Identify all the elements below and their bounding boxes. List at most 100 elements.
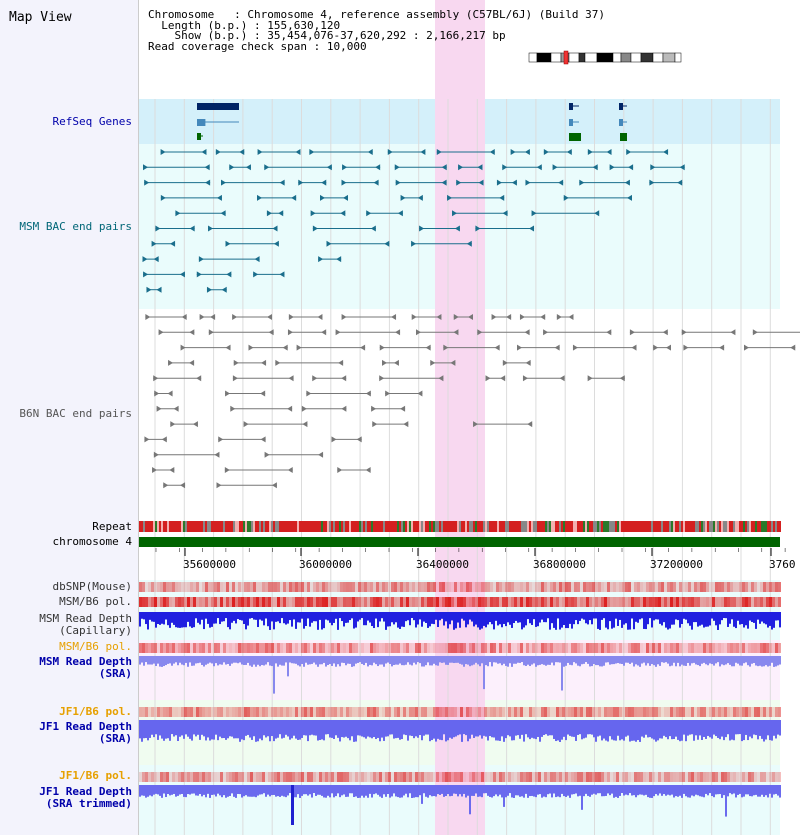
msm-capillary-depth-bar: [183, 612, 185, 628]
label-jf1-b6-pol-1[interactable]: JF1/B6 pol.: [59, 705, 132, 718]
repeat-segment: [397, 521, 399, 532]
msm-b6-pol-sra-cell: [508, 643, 511, 653]
jf1-b6-pol-trim-cell: [766, 772, 769, 782]
jf1-b6-pol-trim-cell: [400, 772, 403, 782]
msm-sra-depth-bar: [469, 656, 471, 667]
msm-sra-depth-bar: [419, 656, 421, 664]
repeat-segment: [183, 521, 185, 532]
axis-tick-label: 36400000: [416, 558, 469, 571]
repeat-segment: [295, 521, 297, 532]
label-dbsnp[interactable]: dbSNP(Mouse): [52, 580, 132, 593]
msm-sra-depth-bar: [187, 656, 189, 667]
msm-capillary-depth-bar: [331, 612, 333, 626]
jf1-sra-depth-bar: [639, 720, 641, 742]
msm-b6-pol-cell: [661, 597, 664, 607]
repeat-segment: [193, 521, 195, 532]
msm-sra-depth-bar: [475, 656, 477, 663]
msm-capillary-depth-bar: [251, 612, 253, 619]
label-b6n-bac-end-pairs[interactable]: B6N BAC end pairs: [19, 407, 132, 420]
msm-capillary-depth-bar: [267, 612, 269, 627]
jf1-sra-depth-bar: [437, 720, 439, 739]
msm-b6-pol-sra-cell: [544, 643, 547, 653]
msm-bac-pair: [502, 164, 542, 171]
msm-b6-pol-sra-cell: [238, 643, 241, 653]
label-chromosome: chromosome 4: [52, 535, 132, 548]
jf1-sra-depth-bar: [149, 720, 151, 738]
repeat-segment: [427, 521, 429, 532]
jf1-trim-depth-bar: [371, 785, 373, 798]
jf1-sra-depth-bar: [609, 720, 611, 737]
label-msm-b6-pol-1[interactable]: MSM/B6 pol.: [59, 595, 132, 608]
label-msm-b6-pol-2[interactable]: MSM/B6 pol.: [59, 640, 132, 653]
msm-sra-depth-bar: [401, 656, 403, 666]
msm-bac-pair: [650, 164, 685, 171]
dbsnp-cell: [604, 582, 607, 592]
msm-b6-pol-sra-cell: [190, 643, 193, 653]
label-msm-read-depth-sra[interactable]: MSM Read Depth (SRA): [39, 655, 132, 680]
label-refseq-genes[interactable]: RefSeq Genes: [52, 115, 132, 128]
repeat-segment: [573, 521, 575, 532]
msm-sra-depth-bar: [697, 656, 699, 666]
jf1-sra-depth-bar: [631, 720, 633, 741]
repeat-segment: [715, 521, 717, 532]
msm-sra-depth-bar: [765, 656, 767, 666]
msm-capillary-depth-bar: [695, 612, 697, 623]
msm-capillary-depth-bar: [359, 612, 361, 620]
jf1-sra-depth-bar: [251, 720, 253, 740]
msm-sra-depth-bar: [337, 656, 339, 665]
jf1-trim-depth-bar: [607, 785, 609, 794]
msm-b6-pol-cell: [580, 597, 583, 607]
genome-browser-canvas[interactable]: 35600000 36000000 36400000 36800000 37200000…: [139, 0, 800, 835]
repeat-segment: [679, 521, 681, 532]
label-jf1-read-depth-trimmed[interactable]: JF1 Read Depth (SRA trimmed): [39, 785, 132, 810]
msm-b6-pol-sra-cell: [724, 643, 727, 653]
msm-b6-pol-sra-cell: [676, 643, 679, 653]
jf1-sra-depth-bar: [177, 720, 179, 742]
jf1-trim-depth-bar: [153, 785, 155, 795]
msm-sra-depth-bar: [319, 656, 321, 665]
jf1-trim-depth-bar: [557, 785, 559, 797]
dbsnp-cell: [640, 582, 643, 592]
jf1-sra-depth-bar: [563, 720, 565, 737]
msm-b6-pol-sra-cell: [292, 643, 295, 653]
jf1-b6-pol-trim-cell: [679, 772, 682, 782]
label-msm-read-depth-capillary[interactable]: MSM Read Depth (Capillary): [39, 612, 132, 637]
jf1-trim-depth-bar: [329, 785, 331, 798]
jf1-b6-pol-cell: [202, 707, 205, 717]
label-msm-bac-end-pairs[interactable]: MSM BAC end pairs: [19, 220, 132, 233]
msm-sra-depth-bar: [383, 656, 385, 667]
label-jf1-b6-pol-2[interactable]: JF1/B6 pol.: [59, 769, 132, 782]
jf1-b6-pol-trim-cell: [181, 772, 184, 782]
repeat-segment: [205, 521, 207, 532]
jf1-b6-pol-cell: [592, 707, 595, 717]
msm-capillary-depth-bar: [393, 612, 395, 625]
jf1-sra-depth-bar: [433, 720, 435, 739]
msm-bac-pair: [175, 210, 226, 217]
msm-capillary-depth-bar: [645, 612, 647, 630]
label-jf1-read-depth-sra[interactable]: JF1 Read Depth (SRA): [39, 720, 132, 745]
repeat-segment: [769, 521, 771, 532]
dbsnp-cell: [481, 582, 484, 592]
b6n-bac-pair: [372, 421, 409, 428]
jf1-sra-depth-bar: [561, 720, 563, 740]
b6n-bac-pair: [180, 344, 231, 351]
msm-b6-pol-cell: [478, 597, 481, 607]
msm-b6-pol-sra-cell: [229, 643, 232, 653]
msm-b6-pol-cell: [292, 597, 295, 607]
jf1-sra-depth-bar: [367, 720, 369, 737]
jf1-b6-pol-trim-cell: [451, 772, 454, 782]
msm-sra-depth-bar: [303, 656, 305, 667]
msm-capillary-depth-bar: [457, 612, 459, 623]
jf1-sra-depth-bar: [597, 720, 599, 737]
track-area[interactable]: 35600000 36000000 36400000 36800000 37200000…: [139, 0, 800, 835]
jf1-b6-pol-cell: [382, 707, 385, 717]
jf1-trim-depth-bar: [543, 785, 545, 797]
repeat-segment: [391, 521, 393, 532]
msm-capillary-depth-bar: [409, 612, 411, 626]
msm-capillary-depth-bar: [229, 612, 231, 630]
jf1-b6-pol-trim-cell: [289, 772, 292, 782]
repeat-segment: [651, 521, 653, 532]
msm-capillary-depth-bar: [545, 612, 547, 623]
jf1-trim-depth-bar: [749, 785, 751, 797]
msm-b6-pol-cell: [139, 597, 142, 607]
